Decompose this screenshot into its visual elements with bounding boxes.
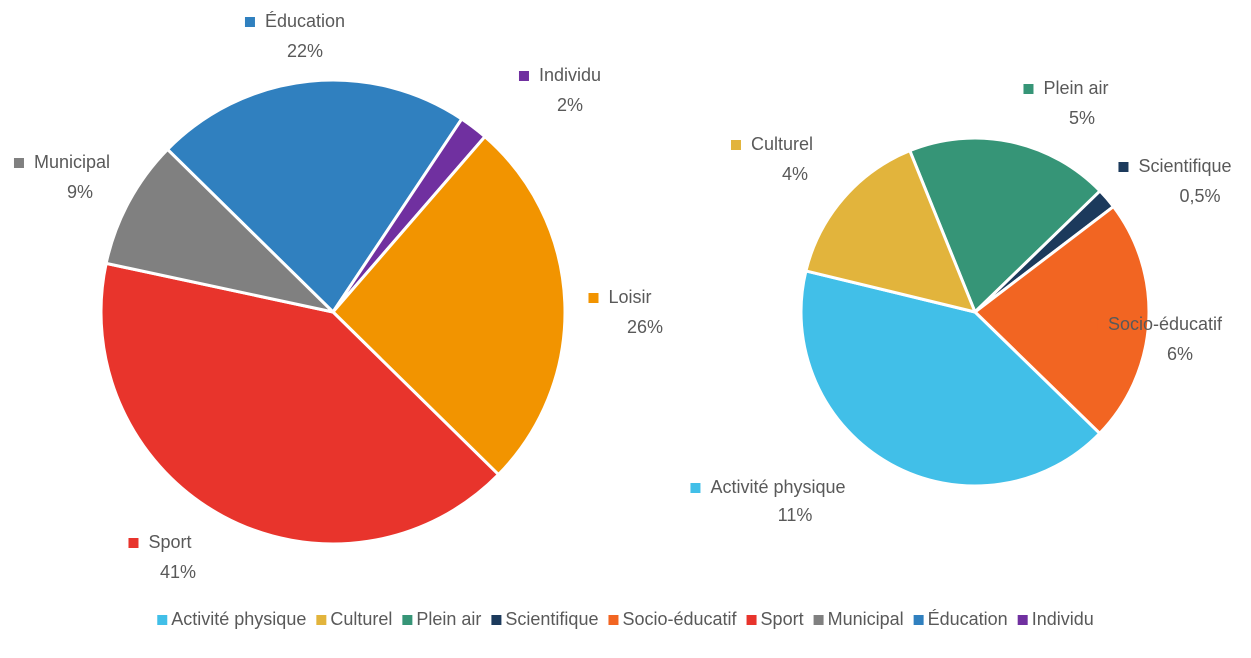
value-label: 5% (1069, 108, 1095, 128)
value-label: 26% (627, 317, 663, 337)
slice-label: Loisir (608, 287, 651, 307)
legend-marker (402, 615, 413, 625)
value-label: 22% (287, 41, 323, 61)
label-marker (128, 538, 139, 548)
legend-label: Municipal (828, 609, 904, 629)
pie-slice (99, 261, 501, 546)
legend-marker (157, 615, 168, 625)
pie-slice (799, 269, 1102, 488)
legend-marker (746, 615, 757, 625)
legend-label: Sport (761, 609, 804, 629)
slice-label: Socio-éducatif (1108, 314, 1223, 334)
label-marker (690, 483, 701, 493)
label-marker (1087, 320, 1098, 330)
slice-label: Individu (539, 65, 601, 85)
pie-slice (804, 148, 978, 315)
legend-label: Activité physique (171, 609, 306, 629)
label-marker (518, 71, 529, 81)
value-label: 6% (1167, 344, 1193, 364)
label-marker (1118, 162, 1129, 172)
legend-marker (1017, 615, 1028, 625)
legend-marker (491, 615, 502, 625)
slice-label: Culturel (751, 134, 813, 154)
value-label: 41% (160, 562, 196, 582)
value-label: 2% (557, 95, 583, 115)
slice-label: Municipal (34, 152, 110, 172)
slice-label: Scientifique (1138, 156, 1231, 176)
legend-label: Culturel (330, 609, 392, 629)
value-label: 11% (778, 505, 813, 525)
legend-marker (913, 615, 924, 625)
legend-label: Socio-éducatif (622, 609, 737, 629)
pie-slice (330, 134, 567, 477)
slice-label: Éducation (265, 11, 345, 31)
slice-label: Sport (148, 532, 191, 552)
pie-slice (104, 147, 338, 315)
label-marker (13, 158, 24, 168)
legend-label: Éducation (928, 609, 1008, 629)
legend-label: Plein air (416, 609, 481, 629)
legend-marker (316, 615, 327, 625)
legend-marker (608, 615, 619, 625)
label-marker (730, 140, 741, 150)
label-marker (588, 293, 599, 303)
pie-slice (907, 136, 1103, 315)
label-marker (1023, 84, 1034, 94)
legend-label: Scientifique (505, 609, 598, 629)
pie-slice (165, 78, 464, 315)
value-label: 9% (67, 182, 93, 202)
value-label: 0,5% (1179, 186, 1220, 206)
slice-label: Plein air (1043, 78, 1108, 98)
legend-marker (813, 615, 824, 625)
value-label: 4% (782, 164, 808, 184)
label-marker (244, 17, 255, 27)
pie-slice (972, 204, 1151, 436)
legend-label: Individu (1032, 609, 1094, 629)
slice-label: Activité physique (710, 477, 845, 497)
